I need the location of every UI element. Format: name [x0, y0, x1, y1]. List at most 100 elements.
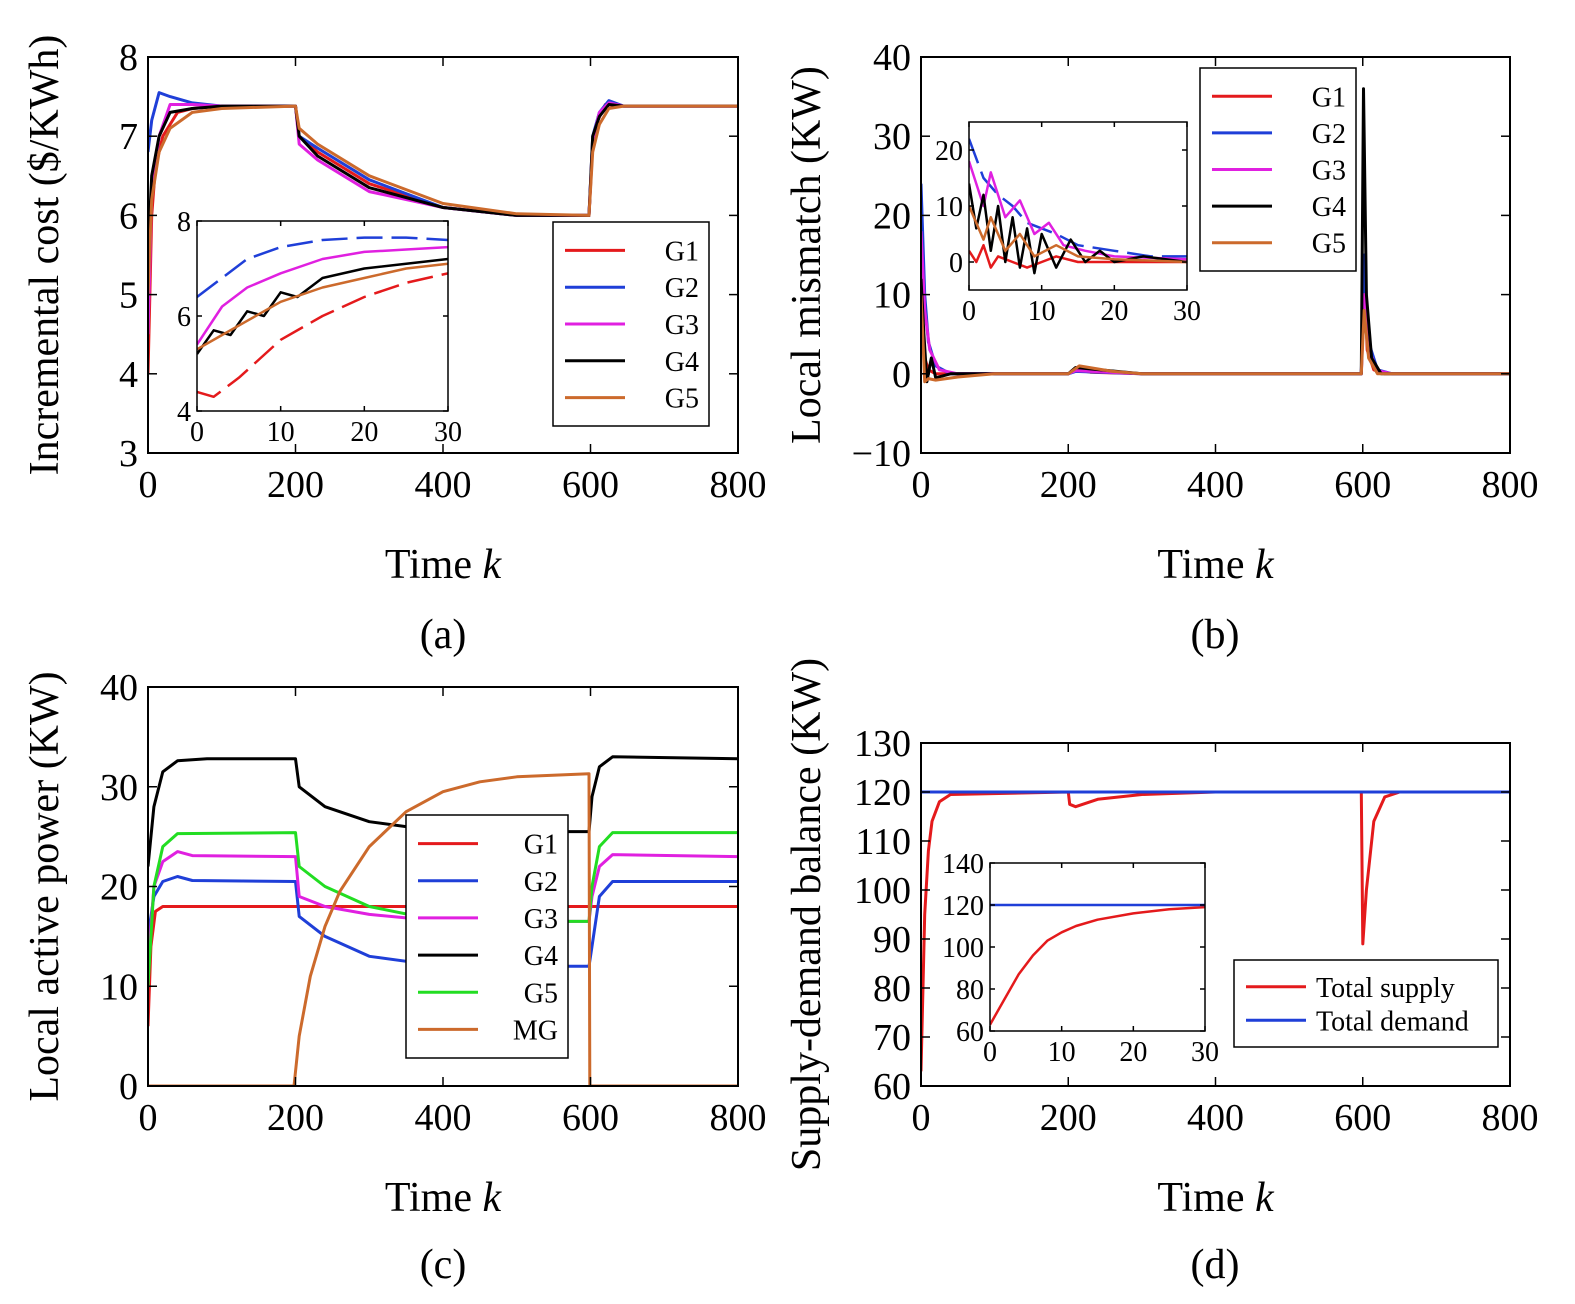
- panel-b-inset-xtick-label: 0: [962, 296, 976, 327]
- panel-a-ylabel: Incremental cost ($/KWh): [22, 35, 68, 476]
- panel-b-inset: 0 10 20 30 0 10 20: [935, 121, 1201, 327]
- panel-b-ytick-label: 10: [873, 275, 911, 317]
- panel-c-legend-label: G2: [524, 867, 558, 898]
- panel-b-ylabel: Local mismatch (KW): [784, 66, 830, 444]
- panel-a-xlabel-italic: k: [483, 542, 503, 588]
- panel-a-inset-series-g2: [197, 236, 448, 298]
- panel-a-xtick-label: 800: [710, 464, 767, 506]
- panel-a-series-group: [148, 91, 738, 374]
- panel-c-xtick-label: 600: [562, 1097, 619, 1139]
- panel-b-xtick-label: 800: [1482, 464, 1539, 506]
- panel-d-series-group: [921, 790, 1510, 1072]
- panel-a-xtick-label: 400: [415, 464, 472, 506]
- panel-d-inset-xtick-label: 30: [1191, 1037, 1219, 1068]
- panel-d-inset-xtick-label: 10: [1048, 1037, 1076, 1068]
- panel-a-inset-series-g3: [197, 245, 448, 346]
- panel-b-inset-xtick-label: 30: [1173, 296, 1201, 327]
- panel-d-inset-xtick-label: 20: [1119, 1037, 1147, 1068]
- panel-a-xlabel: Time k: [385, 542, 503, 588]
- panel-d-inset-series-total-supply: [990, 905, 1205, 1026]
- panel-a-legend-label: G3: [665, 310, 699, 341]
- panel-b-legend-label: G1: [1312, 82, 1346, 113]
- panel-a-legend-label: G1: [665, 236, 699, 267]
- panel-d-inset-series-group: [990, 903, 1205, 1026]
- panel-a-inset-ytick-label: 6: [177, 302, 191, 333]
- panel-a-inset-series-group: [197, 236, 448, 399]
- panel-d-ytick-label: 60: [873, 1066, 911, 1108]
- panel-c-ytick-label: 30: [100, 767, 138, 809]
- panel-c-legend-label: MG: [513, 1015, 558, 1046]
- panel-b-inset-xtick-label: 10: [1028, 296, 1056, 327]
- panel-d-ytick-label: 100: [854, 870, 911, 912]
- panel-d-ytick-label: 80: [873, 968, 911, 1010]
- panel-b-inset-series-g5: [969, 205, 1187, 264]
- panel-c-xlabel-italic: k: [483, 1175, 503, 1221]
- panel-b-ytick-label: 40: [873, 37, 911, 79]
- panel-c-ylabel: Local active power (KW): [22, 671, 68, 1101]
- panel-a-legend: G1 G2 G3 G4 G5: [552, 221, 710, 427]
- panel-d-ytick-label: 130: [854, 723, 911, 765]
- panel-a-series-g4: [148, 103, 738, 256]
- panel-b-xlabel-italic: k: [1255, 542, 1275, 588]
- panel-a-inset-series-g5: [197, 262, 448, 351]
- panel-d-legend-label: Total supply: [1316, 973, 1455, 1004]
- panel-a-legend-label: G2: [665, 273, 699, 304]
- panel-a-ytick-label: 3: [119, 433, 138, 475]
- panel-a-inset-ytick-label: 4: [177, 397, 191, 428]
- panel-a-inset: 0 10 20 30 4 6 8: [177, 207, 462, 448]
- panel-b-inset-ytick-label: 0: [949, 248, 963, 279]
- panel-d-ytick-label: 90: [873, 919, 911, 961]
- panel-d-xtick-label: 800: [1482, 1097, 1539, 1139]
- panel-d-inset-bg: [990, 863, 1205, 1031]
- panel-d-inset-xtick-label: 0: [983, 1037, 997, 1068]
- panel-c-ytick-label: 40: [100, 667, 138, 709]
- panel-b-legend: G1 G2 G3 G4 G5: [1199, 67, 1357, 272]
- panel-a-inset-xtick-label: 20: [350, 417, 378, 448]
- panel-d-ylabel: Supply-demand balance (KW): [784, 658, 830, 1171]
- panel-c-ytick-label: 10: [100, 966, 138, 1008]
- panel-d-ytick-label: 110: [855, 821, 911, 863]
- panel-d-inset-ytick-label: 120: [942, 891, 984, 922]
- panel-c-xtick-label: 200: [267, 1097, 324, 1139]
- panel-a-ytick-label: 7: [119, 116, 138, 158]
- panel-a-inset-xtick-label: 0: [190, 417, 204, 448]
- panel-a-ytick-label: 8: [119, 37, 138, 79]
- panel-b-inset-xtick-label: 20: [1100, 296, 1128, 327]
- panel-d-inset-ytick-label: 140: [942, 849, 984, 880]
- panel-b-ytick-label: 30: [873, 116, 911, 158]
- panel-d-inset-ytick-label: 80: [956, 975, 984, 1006]
- panel-d-ytick-label: 70: [873, 1017, 911, 1059]
- panel-c-series-g5: [148, 831, 738, 987]
- panel-a-ytick-label: 4: [119, 354, 138, 396]
- panel-d-xtick-label: 400: [1187, 1097, 1244, 1139]
- panel-a-xtick-label: 0: [139, 464, 158, 506]
- panel-b-xtick-label: 400: [1187, 464, 1244, 506]
- panel-b-xtick-label: 0: [912, 464, 931, 506]
- panel-a-legend-label: G4: [665, 347, 699, 378]
- panel-c-series-group: [148, 755, 738, 1086]
- panel-c-series-g4: [148, 755, 738, 867]
- panel-a-series-g3: [148, 101, 738, 335]
- panel-d-xlabel: Time k: [1157, 1175, 1275, 1221]
- panel-b-ytick-label: 0: [892, 354, 911, 396]
- panel-a-series-g5: [148, 104, 738, 295]
- panel-b-inset-series-group: [969, 138, 1187, 275]
- panel-c-legend-label: G4: [524, 941, 558, 972]
- panel-b-inset-ytick-label: 20: [935, 136, 963, 167]
- panel-a-ytick-label: 6: [119, 195, 138, 237]
- panel-c-xtick-label: 400: [415, 1097, 472, 1139]
- panel-b-legend-label: G3: [1312, 156, 1346, 187]
- panel-d-caption: (d): [1191, 1242, 1240, 1288]
- panel-c-ytick-label: 20: [100, 867, 138, 909]
- panel-d-series-total-supply: [921, 790, 1510, 1072]
- panel-d-legend-label: Total demand: [1316, 1006, 1469, 1037]
- panel-c-ytick-label: 0: [119, 1066, 138, 1108]
- panel-a-inset-xtick-label: 10: [267, 417, 295, 448]
- panel-b-xtick-label: 600: [1334, 464, 1391, 506]
- panel-d-inset-ytick-label: 100: [942, 933, 984, 964]
- panel-b-caption: (b): [1191, 612, 1240, 658]
- panel-c-legend-box: [405, 814, 569, 1059]
